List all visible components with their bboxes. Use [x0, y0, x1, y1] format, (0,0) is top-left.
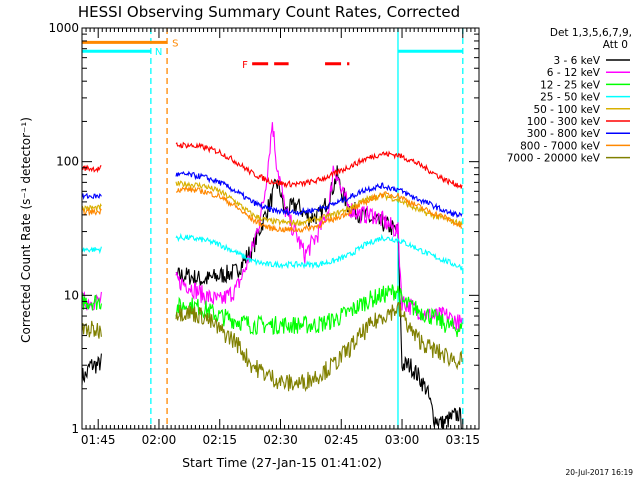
x-tick-label: 03:15 — [445, 433, 480, 447]
legend-header-detectors: Det 1,3,5,6,7,9, — [550, 27, 632, 39]
legend-entry-label: 25 - 50 keV — [540, 92, 601, 104]
series-line — [82, 165, 463, 429]
series-line — [82, 180, 463, 228]
flag-label: S — [172, 38, 178, 49]
series-line — [82, 232, 463, 271]
y-tick-label: 1 — [71, 422, 79, 436]
legend-entry-label: 800 - 7000 keV — [520, 140, 601, 152]
series-line — [82, 284, 463, 338]
x-tick-label: 02:00 — [142, 433, 177, 447]
y-axis-label: Corrected Count Rate (s⁻¹ detector⁻¹) — [19, 117, 33, 343]
y-tick-label: 1000 — [48, 21, 79, 35]
series-line — [82, 301, 463, 393]
chart-title: HESSI Observing Summary Count Rates, Cor… — [78, 3, 460, 21]
flag-label: F — [242, 60, 248, 71]
flag-layer — [82, 28, 464, 429]
legend-entry-label: 3 - 6 keV — [553, 55, 600, 67]
legend-entry-label: 6 - 12 keV — [547, 67, 601, 79]
y-tick-label: 100 — [56, 155, 79, 169]
flag-label: N — [155, 47, 162, 58]
legend-entry-label: 12 - 25 keV — [540, 79, 601, 91]
legend-entry-label: 300 - 800 keV — [527, 128, 601, 140]
x-tick-label: 02:30 — [263, 433, 298, 447]
x-tick-label: 03:00 — [385, 433, 420, 447]
x-tick-label: 02:15 — [202, 433, 237, 447]
series-line — [82, 141, 463, 189]
footer-timestamp: 20-Jul-2017 16:19 — [565, 468, 633, 477]
y-tick-label: 10 — [64, 288, 79, 302]
legend-header-attenuator: Att 0 — [603, 39, 628, 51]
legend-entry-label: 7000 - 20000 keV — [507, 153, 601, 165]
axes-layer: 1 10 100 1000 01:45 02:00 02:15 02:30 02:45 03:00… — [48, 21, 480, 447]
x-axis-label: Start Time (27-Jan-15 01:41:02) — [182, 455, 382, 470]
x-tick-label: 02:45 — [324, 433, 359, 447]
series-layer — [82, 122, 463, 429]
x-tick-label: 01:45 — [81, 433, 116, 447]
legend-entry-label: 100 - 300 keV — [527, 116, 601, 128]
series-line — [82, 170, 463, 219]
legend-entry-label: 50 - 100 keV — [533, 104, 600, 116]
